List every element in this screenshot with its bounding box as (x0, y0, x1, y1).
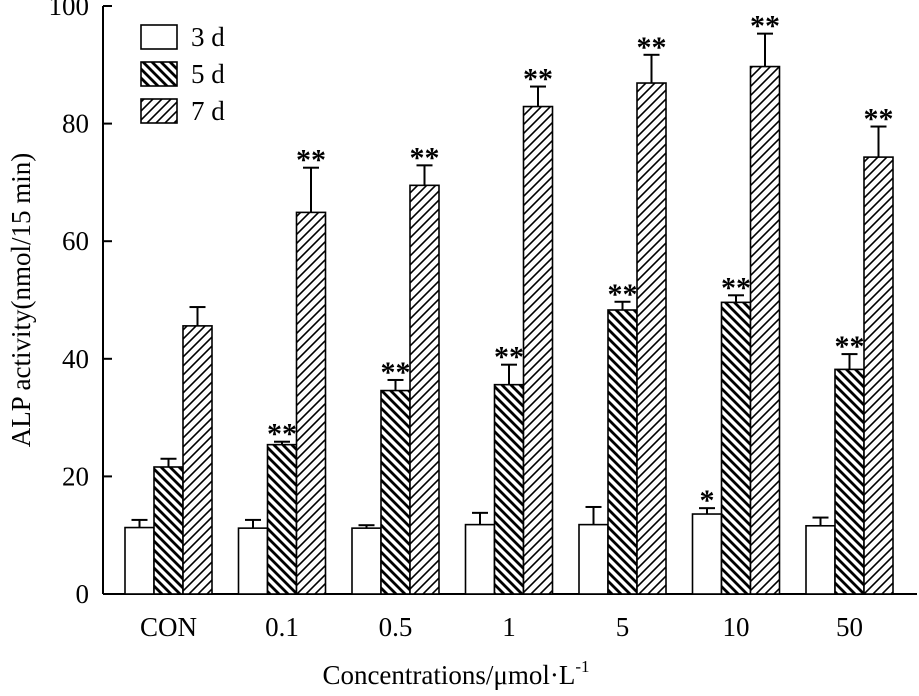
legend-swatch-7d (140, 98, 178, 124)
bar-7d-1 (522, 105, 554, 595)
x-tick-label: 1 (502, 612, 516, 642)
x-tick-label: CON (140, 612, 197, 642)
x-ticks: CON 0.1 0.5 1 5 10 50 (140, 612, 863, 642)
bar-7d-0.1 (295, 211, 327, 595)
bar-3d-50 (805, 524, 836, 595)
x-tick-label: 5 (616, 612, 630, 642)
legend-swatch-5d (140, 61, 178, 87)
significance-label: ** (721, 271, 751, 304)
significance-label: ** (267, 418, 297, 451)
bar-3d-10 (691, 513, 723, 595)
significance-label: ** (381, 356, 411, 389)
legend-label-3d: 3 d (191, 22, 225, 52)
bar-5d-0.5 (380, 389, 411, 595)
y-tick-label: 100 (49, 0, 90, 21)
significance-label: ** (410, 141, 440, 174)
bar-5d-5 (607, 309, 638, 595)
bar-7d-10 (749, 65, 781, 595)
y-axis-title: ALP activity(nmol/15 min) (6, 153, 36, 447)
legend-label-5d: 5 d (191, 59, 225, 89)
bar-5d-1 (493, 383, 525, 595)
y-tick-label: 80 (62, 109, 89, 139)
x-tick-label: 10 (723, 612, 750, 642)
bar-5d-0.1 (266, 443, 298, 595)
x-axis-title-superscript: -1 (575, 657, 589, 676)
significance-label: ** (608, 278, 638, 311)
bar-7d-0.5 (409, 184, 440, 595)
error-bars (131, 32, 887, 529)
significance-label: * (700, 484, 715, 517)
significance-label: ** (523, 63, 553, 96)
significance-label: ** (494, 341, 524, 374)
bar-3d-CON (124, 526, 155, 595)
bar-7d-CON (182, 325, 213, 595)
bar-5d-50 (834, 368, 865, 595)
y-tick-label: 20 (62, 461, 89, 491)
x-axis-title: Concentrations/μmol·L-1 (322, 657, 589, 690)
bar-7d-5 (636, 82, 667, 595)
y-tick-label: 0 (76, 579, 90, 609)
significance-label: ** (750, 10, 780, 43)
x-tick-label: 0.1 (265, 612, 299, 642)
legend-swatch-3d (140, 24, 178, 50)
bar-3d-0.5 (351, 527, 382, 595)
x-axis-title-main: Concentrations/μmol·L (322, 660, 575, 690)
bar-7d-50 (863, 156, 894, 595)
significance-labels: ***** **** ****** ********** (267, 10, 894, 518)
bar-3d-5 (578, 523, 609, 595)
significance-label: ** (835, 330, 865, 363)
bar-3d-1 (464, 523, 496, 595)
y-tick-label: 40 (62, 344, 89, 374)
x-tick-label: 0.5 (379, 612, 413, 642)
y-tick-label: 60 (62, 226, 89, 256)
bar-5d-CON (153, 466, 184, 595)
legend: 3 d 5 d 7 d (140, 22, 225, 126)
x-tick-label: 50 (836, 612, 863, 642)
legend-label-7d: 7 d (191, 96, 225, 126)
significance-label: ** (864, 103, 894, 136)
bars (124, 65, 894, 595)
bar-5d-10 (720, 301, 752, 595)
bar-3d-0.1 (237, 527, 269, 595)
significance-label: ** (637, 31, 667, 64)
y-ticks: 0 20 40 60 80 100 (49, 0, 112, 609)
significance-label: ** (296, 144, 326, 177)
